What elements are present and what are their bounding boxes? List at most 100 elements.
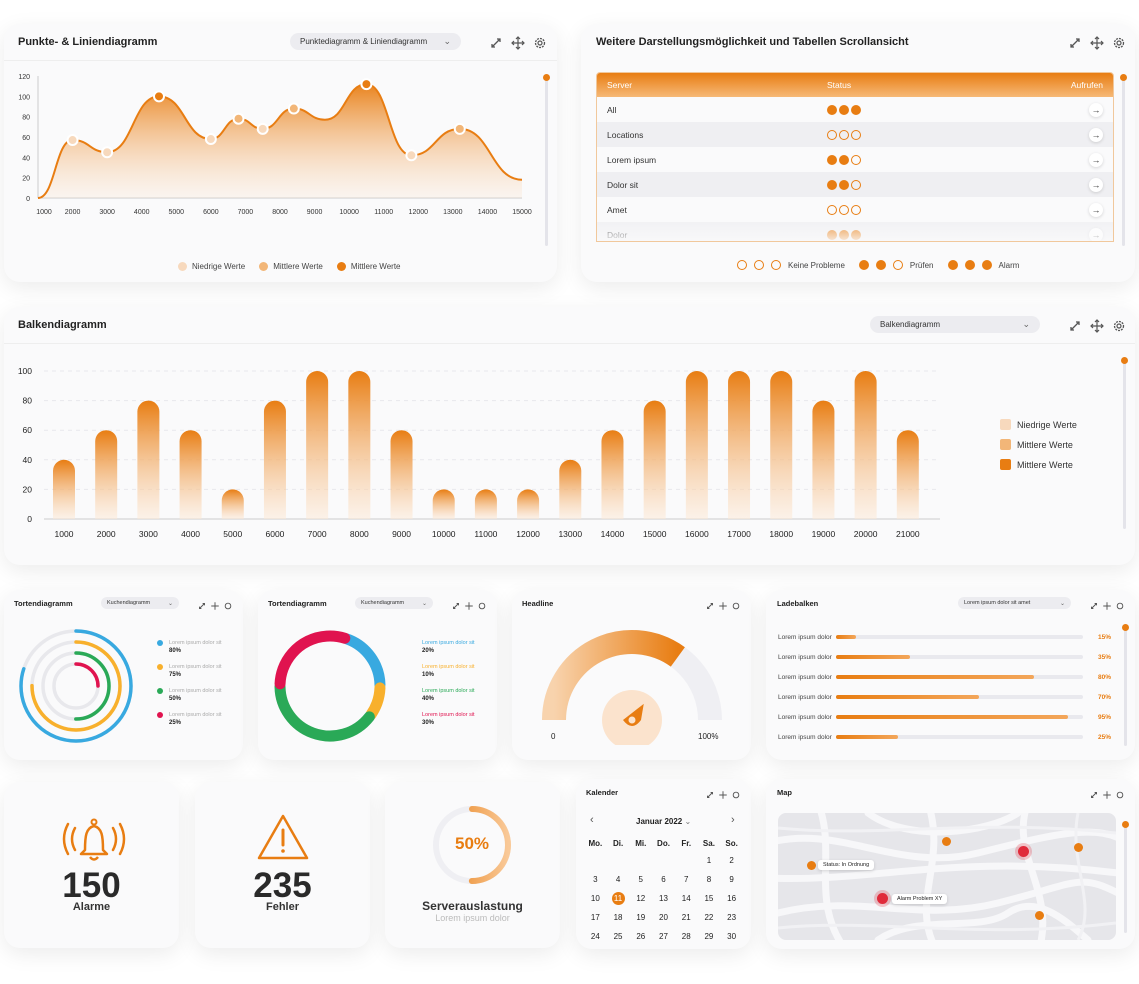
calendar-day[interactable]: 30 — [727, 932, 737, 941]
calendar-day[interactable]: 4 — [615, 875, 621, 884]
calendar-day[interactable]: 9 — [729, 875, 734, 884]
move-icon[interactable] — [718, 598, 728, 610]
calendar-day[interactable]: 19 — [636, 913, 646, 922]
chart-type-dropdown[interactable]: Kuchendiagramm ⌄ — [355, 597, 433, 609]
map-marker[interactable] — [942, 837, 951, 846]
move-icon[interactable] — [1102, 598, 1112, 610]
server-sublabel: Lorem ipsum dolor — [435, 913, 510, 923]
gear-icon[interactable] — [223, 598, 233, 610]
scrollbar[interactable] — [1122, 624, 1129, 746]
move-icon[interactable] — [1089, 35, 1105, 51]
open-arrow-button[interactable]: → — [1089, 152, 1103, 167]
calendar-day[interactable]: 12 — [636, 894, 646, 903]
calendar-prev-button[interactable]: ‹ — [590, 814, 594, 826]
expand-icon[interactable] — [451, 598, 461, 609]
calendar-day[interactable]: 28 — [681, 932, 691, 941]
calendar-day[interactable]: 15 — [704, 894, 714, 903]
calendar-day[interactable]: 25 — [613, 932, 623, 941]
table-row[interactable]: Lorem ipsum → — [597, 147, 1113, 172]
map-marker[interactable] — [1074, 843, 1083, 852]
progress-dropdown[interactable]: Lorem ipsum dolor sit amet ⌄ — [958, 597, 1071, 609]
expand-icon[interactable] — [1067, 35, 1083, 51]
map-label-ok: Status: In Ordnung — [818, 860, 875, 870]
gear-icon[interactable] — [1115, 787, 1125, 799]
calendar-day[interactable]: 22 — [704, 913, 714, 922]
status-legend: Keine Probleme Prüfen Alarm — [737, 260, 1019, 270]
scroll-thumb[interactable] — [543, 74, 550, 81]
open-arrow-button[interactable]: → — [1089, 202, 1103, 217]
map-canvas[interactable] — [778, 813, 1116, 940]
table-row[interactable]: Locations → — [597, 122, 1113, 147]
dropdown-value: Kuchendiagramm — [107, 600, 151, 606]
gear-icon[interactable] — [1115, 598, 1125, 610]
expand-icon[interactable] — [1089, 787, 1099, 798]
move-icon[interactable] — [1102, 787, 1112, 799]
gear-icon[interactable] — [1111, 35, 1127, 51]
table-row[interactable]: All → — [597, 97, 1113, 122]
calendar-day[interactable]: 3 — [593, 875, 598, 884]
table-row[interactable]: Amet → — [597, 197, 1113, 222]
move-icon[interactable] — [464, 598, 474, 610]
gear-icon[interactable] — [1111, 318, 1127, 334]
calendar-month[interactable]: Januar 2022 ⌄ — [636, 817, 691, 826]
open-arrow-button[interactable]: → — [1089, 127, 1103, 142]
scrollbar[interactable] — [543, 74, 550, 246]
calendar-day[interactable]: 20 — [659, 913, 668, 922]
chevron-down-icon: ⌄ — [1059, 600, 1065, 607]
scroll-thumb[interactable] — [1122, 821, 1129, 828]
open-arrow-button[interactable]: → — [1089, 102, 1103, 117]
gear-icon[interactable] — [532, 35, 548, 51]
map-marker-alarm[interactable] — [1018, 846, 1029, 857]
calendar-day[interactable]: 27 — [659, 932, 668, 941]
open-arrow-button[interactable]: → — [1089, 177, 1103, 192]
move-icon[interactable] — [510, 35, 526, 51]
calendar-day[interactable]: 24 — [590, 932, 600, 941]
gear-icon[interactable] — [477, 598, 487, 610]
x-tick-label: 9000 — [307, 209, 323, 216]
calendar-day[interactable]: 23 — [727, 913, 737, 922]
gear-icon[interactable] — [731, 598, 741, 610]
legend-value: 40% — [422, 696, 435, 702]
calendar-day[interactable]: 10 — [590, 894, 600, 903]
calendar-day[interactable]: 7 — [683, 875, 689, 884]
calendar-day[interactable]: 14 — [681, 894, 691, 903]
calendar-day[interactable]: 11 — [607, 892, 630, 905]
scroll-thumb[interactable] — [1122, 624, 1129, 631]
chart-type-dropdown[interactable]: Balkendiagramm ⌄ — [870, 316, 1040, 333]
scrollbar[interactable] — [1121, 357, 1128, 529]
calendar-day[interactable]: 6 — [661, 875, 666, 884]
calendar-day[interactable]: 8 — [706, 875, 712, 884]
card-actions — [451, 598, 487, 610]
move-icon[interactable] — [718, 787, 728, 799]
calendar-day[interactable]: 13 — [659, 894, 668, 903]
scroll-thumb[interactable] — [1120, 74, 1127, 81]
expand-icon[interactable] — [197, 598, 207, 609]
map-marker-ok[interactable] — [807, 861, 816, 870]
scroll-thumb[interactable] — [1121, 357, 1128, 364]
table-row[interactable]: Dolor sit → — [597, 172, 1113, 197]
expand-icon[interactable] — [488, 35, 504, 51]
calendar-day[interactable]: 5 — [638, 875, 643, 884]
map-marker[interactable] — [1035, 911, 1044, 920]
expand-icon[interactable] — [705, 787, 715, 798]
chart-type-dropdown[interactable]: Punktediagramm & Liniendiagramm ⌄ — [290, 33, 461, 50]
calendar-day[interactable]: 1 — [706, 856, 712, 865]
expand-icon[interactable] — [1089, 598, 1099, 609]
chart-type-dropdown[interactable]: Kuchendiagramm ⌄ — [101, 597, 179, 609]
calendar-day[interactable]: 2 — [729, 856, 734, 865]
calendar-day[interactable]: 16 — [727, 894, 737, 903]
gear-icon[interactable] — [731, 787, 741, 799]
calendar-day[interactable]: 21 — [681, 913, 691, 922]
map-marker-alarm[interactable] — [877, 893, 888, 904]
scrollbar[interactable] — [1122, 821, 1129, 933]
calendar-day[interactable]: 17 — [590, 913, 600, 922]
scrollbar[interactable] — [1120, 74, 1127, 246]
move-icon[interactable] — [210, 598, 220, 610]
calendar-next-button[interactable]: › — [731, 814, 735, 826]
expand-icon[interactable] — [1067, 318, 1083, 334]
calendar-day[interactable]: 18 — [613, 913, 623, 922]
calendar-day[interactable]: 26 — [636, 932, 646, 941]
move-icon[interactable] — [1089, 318, 1105, 334]
calendar-day[interactable]: 29 — [704, 932, 714, 941]
expand-icon[interactable] — [705, 598, 715, 609]
